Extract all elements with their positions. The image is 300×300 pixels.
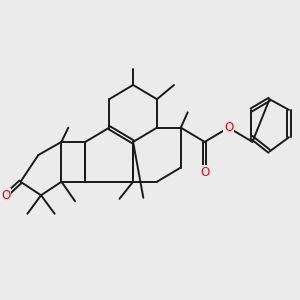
Text: O: O [200, 167, 209, 179]
Text: O: O [224, 121, 233, 134]
Text: O: O [1, 189, 10, 202]
